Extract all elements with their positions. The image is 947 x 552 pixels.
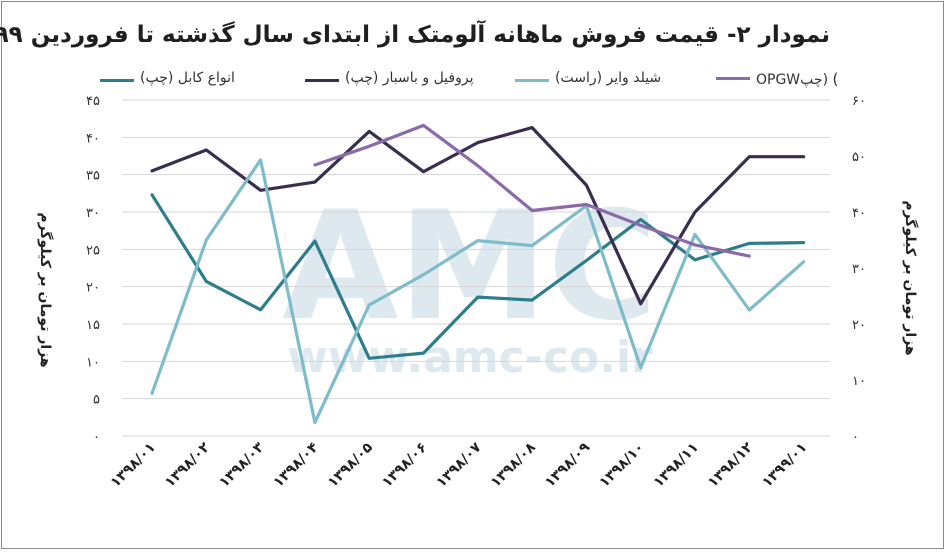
legend-label-profile: پروفیل و باسبار (چپ) [345, 70, 474, 86]
series-line-cable [150, 193, 806, 360]
legend-label-opgw: OPGWچپ) ( [710, 70, 838, 88]
x-tick-label: ۱۳۹۸/۱۲ [705, 439, 757, 491]
series-lines [150, 123, 806, 425]
x-tick-label: ۱۳۹۸/۰۶ [379, 440, 430, 491]
left-y-tick-label: ۵ [93, 393, 100, 408]
x-tick-label: ۱۳۹۹/۰۱ [759, 440, 810, 491]
left-y-tick-label: ۴۵ [86, 94, 100, 109]
series-line-profile [150, 125, 806, 306]
right-y-axis-label: هزار تومان بر کیلوگرم [902, 200, 918, 356]
left-y-tick-label: ۱۰ [86, 355, 100, 370]
left-y-axis-ticks: ۰ ۵ ۱۰ ۱۵ ۲۰ ۲۵ ۳۰ ۳۵ ۴۰ ۴۵ [86, 94, 100, 445]
legend-label-opgw-main: OPGWچپ) [756, 72, 829, 88]
left-y-tick-label: ۴۰ [86, 131, 100, 146]
watermark-logo: AMC [282, 180, 657, 354]
x-tick-label: ۱۳۹۸/۱۰ [596, 440, 647, 491]
series-line-opgw [313, 123, 751, 258]
right-y-axis-ticks: ۰ ۱۰ ۲۰ ۳۰ ۴۰ ۵۰ ۶۰ [852, 94, 866, 445]
left-y-tick-label: ۲۵ [86, 243, 100, 258]
right-y-tick-label: ۳۰ [852, 262, 866, 277]
left-y-tick-label: ۰ [93, 430, 100, 445]
legend-swatch-cable [100, 79, 134, 82]
x-axis-ticks: ۱۳۹۸/۰۱ ۱۳۹۸/۰۲ ۱۳۹۸/۰۳ ۱۳۹۸/۰۴ ۱۳۹۸/۰۵ ۱۳۹۸/… [108, 439, 811, 491]
x-tick-label: ۱۳۹۸/۰۷ [433, 439, 485, 491]
x-tick-label: ۱۳۹۸/۰۸ [488, 439, 540, 491]
right-y-tick-label: ۶۰ [852, 94, 866, 109]
legend: انواع کابل (چپ) پروفیل و باسبار (چپ) شیل… [100, 70, 838, 90]
x-tick-label: ۱۳۹۸/۰۳ [216, 439, 268, 491]
legend-label-shield: شیلد وایر (راست) [555, 70, 662, 86]
left-y-tick-label: ۱۵ [86, 318, 100, 333]
x-tick-label: ۱۳۹۸/۰۴ [271, 439, 323, 491]
series-line-shield [150, 158, 806, 425]
legend-label-opgw-text: ( [832, 70, 839, 88]
right-y-tick-label: ۵۰ [852, 150, 866, 165]
left-y-axis-label: هزار تومان بر کیلوگرم [37, 212, 53, 368]
legend-swatch-shield [515, 79, 549, 82]
watermark-url: www.amc-co.ir [287, 332, 653, 383]
right-y-tick-label: ۱۰ [852, 374, 866, 389]
left-y-tick-label: ۲۰ [86, 281, 100, 296]
x-tick-label: ۱۳۹۸/۱۱ [651, 440, 702, 491]
right-y-tick-label: ۰ [852, 430, 859, 445]
x-tick-label: ۱۳۹۸/۰۹ [542, 439, 594, 491]
x-tick-label: ۱۳۹۸/۰۲ [162, 439, 214, 491]
left-y-tick-label: ۳۵ [86, 169, 100, 184]
x-tick-label: ۱۳۹۸/۰۱ [108, 440, 159, 491]
legend-label-cable: انواع کابل (چپ) [140, 70, 235, 86]
x-tick-label: ۱۳۹۸/۰۵ [325, 439, 377, 491]
right-y-tick-label: ۴۰ [852, 206, 866, 221]
legend-swatch-profile [305, 79, 339, 82]
left-y-tick-label: ۳۰ [86, 206, 100, 221]
chart-title: نمودار ۲- قیمت فروش ماهانه آلومتک از ابت… [0, 22, 830, 48]
legend-swatch-opgw [716, 76, 750, 80]
right-y-tick-label: ۲۰ [852, 318, 866, 333]
